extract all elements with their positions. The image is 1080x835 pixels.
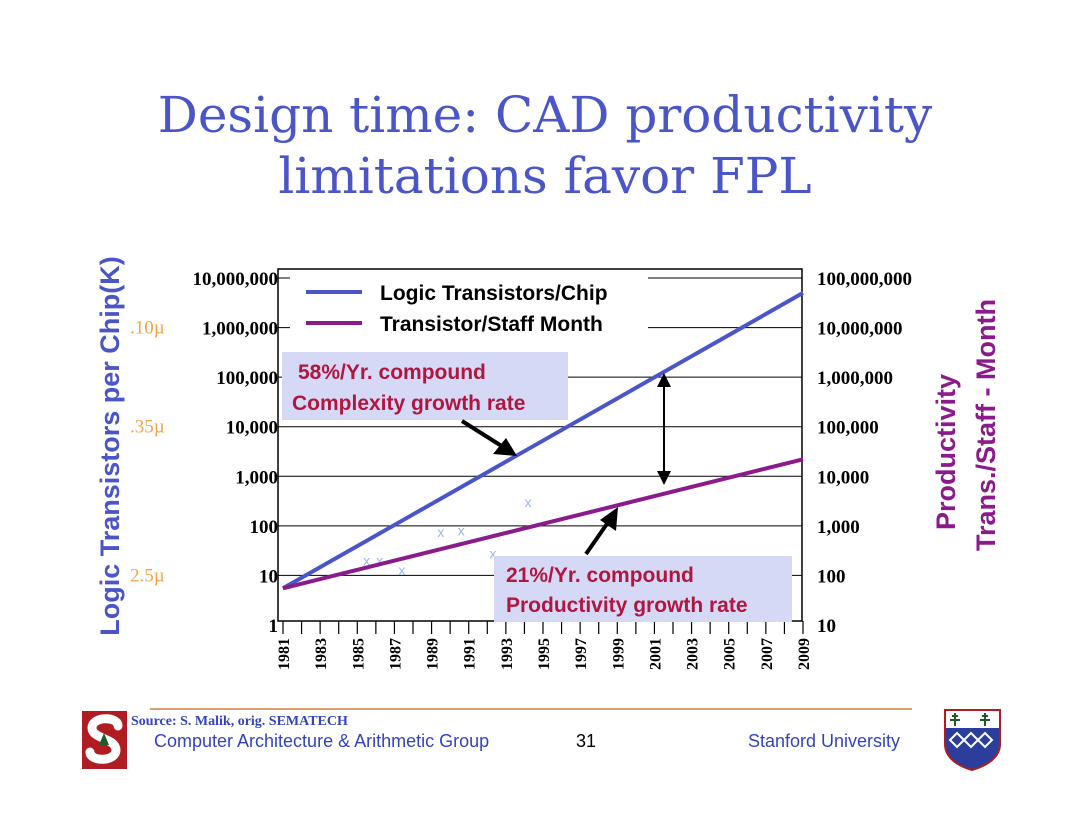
x-tick-label: 1989: [425, 638, 442, 670]
legend-label-productivity: Transistor/Staff Month: [380, 313, 603, 336]
stanford-s-logo: [82, 711, 127, 769]
x-tick-label: 2005: [722, 638, 739, 670]
legend-background: [290, 276, 648, 338]
page-number: 31: [576, 731, 596, 751]
y-tick-left-label: 10,000: [226, 418, 278, 439]
x-tick-label: 1999: [610, 638, 627, 670]
footer-university: Stanford University: [748, 731, 900, 751]
annotation-productivity-line1: 21%/Yr. compound: [506, 564, 694, 587]
legend-label-logic: Logic Transistors/Chip: [380, 282, 608, 305]
annotation-productivity-box: [494, 556, 792, 622]
y-tick-left-label: 1: [269, 616, 279, 637]
source-credit: Source: S. Malik, orig. SEMATECH: [131, 714, 348, 729]
x-tick-label: 2009: [796, 638, 813, 670]
process-node-label: 2.5µ: [130, 565, 165, 586]
annotation-productivity: 21%/Yr. compound Productivity growth rat…: [494, 507, 792, 622]
x-tick-label: 2007: [759, 638, 776, 670]
x-tick-label: 1987: [387, 638, 404, 670]
y-tick-left-label: 1,000,000: [202, 319, 278, 340]
y-tick-left-label: 100,000: [216, 368, 278, 389]
annotation-complexity: 58%/Yr. compound Complexity growth rate: [282, 352, 568, 456]
y-tick-right-label: 10: [817, 616, 836, 637]
series-lines: [282, 291, 804, 591]
shield-crest-logo: [944, 709, 1001, 772]
y-tick-left-label: 10: [259, 566, 278, 587]
scatter-mark: x: [489, 545, 496, 561]
scatter-mark: x: [437, 524, 444, 540]
y-tick-right-label: 100,000,000: [817, 269, 912, 290]
x-tick-label: 1995: [536, 638, 553, 670]
annotation-complexity-line2: Complexity growth rate: [292, 392, 525, 415]
y-tick-right-label: 1,000: [817, 517, 860, 538]
y-axis-label-left: Logic Transistors per Chip(K): [95, 256, 125, 636]
annotation-complexity-arrowhead: [493, 438, 517, 456]
x-tick-label: 1981: [276, 638, 293, 670]
x-tick-label: 1993: [499, 638, 516, 670]
y-tick-right-label: 100,000: [817, 418, 879, 439]
footer-group-name: Computer Architecture & Arithmetic Group: [154, 731, 489, 751]
y-axis-label-right-line2: Trans./Staff - Month: [971, 299, 1001, 551]
scatter-mark: x: [398, 562, 405, 578]
legend: Logic Transistors/Chip Transistor/Staff …: [290, 276, 648, 338]
process-node-labels: .10µ .35µ 2.5µ: [130, 318, 165, 587]
y-tick-left-label: 1,000: [235, 467, 278, 488]
annotation-productivity-arrowhead: [600, 507, 618, 531]
x-tick-label: 2001: [647, 638, 664, 670]
page-title-line2: limitations favor FPL: [278, 147, 811, 205]
scatter-mark: x: [525, 494, 532, 510]
series-line-logic-transistors: [282, 291, 804, 591]
annotation-complexity-box: [282, 352, 568, 420]
gap-arrow-head-bottom: [657, 471, 671, 485]
y-ticks-left: 1 10 100 1,000 10,000 100,000 1,000,000 10,000,…: [193, 269, 279, 637]
series-line-transistor-staff-month: [282, 457, 804, 591]
annotation-productivity-line2: Productivity growth rate: [506, 594, 748, 617]
gap-double-arrow: [657, 373, 671, 485]
annotation-complexity-line1: 58%/Yr. compound: [298, 361, 486, 384]
y-tick-left-label: 10,000,000: [193, 269, 279, 290]
scatter-marks: x xxx xxx: [363, 494, 532, 578]
gap-arrow-head-top: [657, 373, 671, 387]
x-ticks: 1981 1983 1985 1987 1989 1991 1993 1995 1997 1999…: [276, 621, 813, 670]
process-node-label: .10µ: [130, 318, 165, 339]
x-tick-label: 1983: [313, 638, 330, 670]
x-tick-label: 1997: [573, 638, 590, 670]
y-tick-right-label: 1,000,000: [817, 368, 893, 389]
y-ticks-right: 10 100 1,000 10,000 100,000 1,000,000 10,000,0…: [817, 269, 912, 637]
y-axis-label-right-line1: Productivity: [931, 374, 961, 530]
scatter-mark: x: [376, 553, 383, 569]
y-tick-right-label: 10,000,000: [817, 319, 903, 340]
y-tick-right-label: 10,000: [817, 467, 869, 488]
x-tick-label: 2003: [685, 638, 702, 670]
x-tick-label: 1991: [462, 638, 479, 670]
scatter-mark: x: [363, 553, 370, 569]
x-tick-label: 1985: [350, 638, 367, 670]
process-node-label: .35µ: [130, 417, 165, 438]
y-tick-right-label: 100: [817, 566, 846, 587]
page-title-line1: Design time: CAD productivity: [158, 86, 933, 144]
scatter-mark: x: [458, 523, 465, 539]
y-tick-left-label: 100: [250, 517, 279, 538]
